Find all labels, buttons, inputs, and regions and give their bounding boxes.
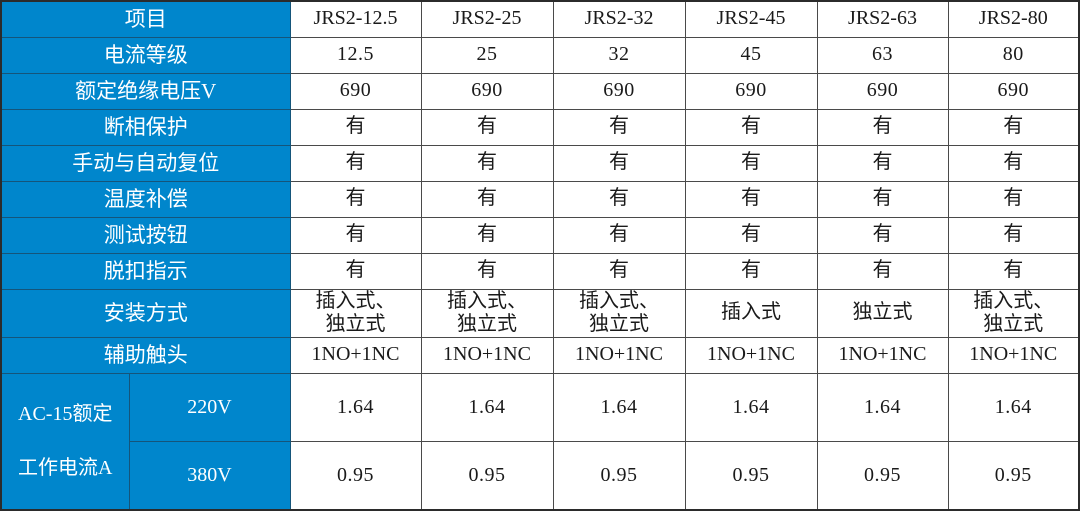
row-label-current-rating: 电流等级 <box>0 36 291 74</box>
cell-value: 有 <box>947 252 1080 290</box>
cell-value: 有 <box>420 144 554 182</box>
cell-value: 1NO+1NC <box>552 336 686 374</box>
header-model-1: JRS2-25 <box>420 0 554 38</box>
table-row: 安装方式 插入式、 独立式 插入式、 独立式 插入式、 独立式 插入式 独立式 … <box>0 288 1080 338</box>
table-row: 额定绝缘电压V 690 690 690 690 690 690 <box>0 72 1080 110</box>
cell-value: 1.64 <box>816 372 949 442</box>
row-label-temperature-compensation: 温度补偿 <box>0 180 291 218</box>
cell-value: 80 <box>947 36 1080 74</box>
cell-value: 690 <box>420 72 554 110</box>
header-label-item: 项目 <box>0 0 291 38</box>
cell-value: 32 <box>552 36 686 74</box>
cell-value: 1NO+1NC <box>420 336 554 374</box>
cell-value: 12.5 <box>289 36 422 74</box>
row-label-auxiliary-contact: 辅助触头 <box>0 336 291 374</box>
table-header-row: 项目 JRS2-12.5 JRS2-25 JRS2-32 JRS2-45 JRS… <box>0 0 1080 38</box>
cell-value: 独立式 <box>816 288 949 338</box>
header-model-0: JRS2-12.5 <box>289 0 422 38</box>
row-label-phase-loss-protection: 断相保护 <box>0 108 291 146</box>
cell-value: 690 <box>947 72 1080 110</box>
cell-value: 插入式、 独立式 <box>947 288 1080 338</box>
header-model-4: JRS2-63 <box>816 0 949 38</box>
cell-value: 1.64 <box>289 372 422 442</box>
header-model-5: JRS2-80 <box>947 0 1080 38</box>
cell-value: 有 <box>816 252 949 290</box>
header-model-2: JRS2-32 <box>552 0 686 38</box>
cell-value: 45 <box>684 36 818 74</box>
cell-value: 有 <box>552 144 686 182</box>
cell-value: 有 <box>420 180 554 218</box>
cell-value: 有 <box>816 108 949 146</box>
cell-value: 有 <box>289 144 422 182</box>
row-label-trip-indication: 脱扣指示 <box>0 252 291 290</box>
ac15-label-line2: 工作电流A <box>18 456 113 479</box>
table-row: 断相保护 有 有 有 有 有 有 <box>0 108 1080 146</box>
cell-value: 有 <box>289 216 422 254</box>
table-row: 辅助触头 1NO+1NC 1NO+1NC 1NO+1NC 1NO+1NC 1NO… <box>0 336 1080 374</box>
table-row: 手动与自动复位 有 有 有 有 有 有 <box>0 144 1080 182</box>
table-row: 电流等级 12.5 25 32 45 63 80 <box>0 36 1080 74</box>
table-row: AC-15额定 工作电流A 220V 1.64 1.64 1.64 1.64 1… <box>0 372 1080 511</box>
cell-value: 690 <box>552 72 686 110</box>
cell-value: 690 <box>289 72 422 110</box>
cell-value: 有 <box>289 108 422 146</box>
cell-value: 有 <box>816 144 949 182</box>
cell-value: 有 <box>947 144 1080 182</box>
cell-value: 有 <box>552 252 686 290</box>
cell-value: 690 <box>816 72 949 110</box>
cell-value: 插入式、 独立式 <box>552 288 686 338</box>
subrow-label-220v: 220V <box>128 372 291 442</box>
cell-value: 有 <box>816 180 949 218</box>
cell-value: 有 <box>684 180 818 218</box>
cell-value: 1NO+1NC <box>684 336 818 374</box>
cell-value: 有 <box>684 216 818 254</box>
row-label-manual-auto-reset: 手动与自动复位 <box>0 144 291 182</box>
cell-value: 有 <box>289 252 422 290</box>
row-label-insulation-voltage: 额定绝缘电压V <box>0 72 291 110</box>
cell-value: 有 <box>552 180 686 218</box>
cell-value: 插入式 <box>684 288 818 338</box>
cell-value: 1.64 <box>420 372 554 442</box>
cell-value: 插入式、 独立式 <box>289 288 422 338</box>
cell-value: 63 <box>816 36 949 74</box>
cell-value: 有 <box>420 252 554 290</box>
cell-value: 插入式、 独立式 <box>420 288 554 338</box>
cell-value: 1.64 <box>552 372 686 442</box>
cell-value: 1NO+1NC <box>289 336 422 374</box>
ac15-label-line1: AC-15额定 <box>18 402 113 425</box>
header-model-3: JRS2-45 <box>684 0 818 38</box>
row-label-ac15-rated-current: AC-15额定 工作电流A <box>0 372 130 511</box>
cell-value: 1.64 <box>684 372 818 442</box>
cell-value: 25 <box>420 36 554 74</box>
cell-value: 690 <box>684 72 818 110</box>
cell-value: 有 <box>420 216 554 254</box>
row-label-installation-method: 安装方式 <box>0 288 291 338</box>
cell-value: 有 <box>684 252 818 290</box>
cell-value: 有 <box>420 108 554 146</box>
cell-value: 有 <box>684 108 818 146</box>
row-label-test-button: 测试按钮 <box>0 216 291 254</box>
cell-value: 有 <box>552 108 686 146</box>
cell-value: 有 <box>947 216 1080 254</box>
cell-value: 有 <box>289 180 422 218</box>
cell-value: 有 <box>552 216 686 254</box>
cell-value: 有 <box>947 108 1080 146</box>
table-row: 脱扣指示 有 有 有 有 有 有 <box>0 252 1080 290</box>
table-row: 测试按钮 有 有 有 有 有 有 <box>0 216 1080 254</box>
cell-value: 1.64 <box>947 372 1080 442</box>
cell-value: 有 <box>684 144 818 182</box>
cell-value: 1NO+1NC <box>947 336 1080 374</box>
table-row: 温度补偿 有 有 有 有 有 有 <box>0 180 1080 218</box>
cell-value: 有 <box>947 180 1080 218</box>
cell-value: 有 <box>816 216 949 254</box>
cell-value: 1NO+1NC <box>816 336 949 374</box>
